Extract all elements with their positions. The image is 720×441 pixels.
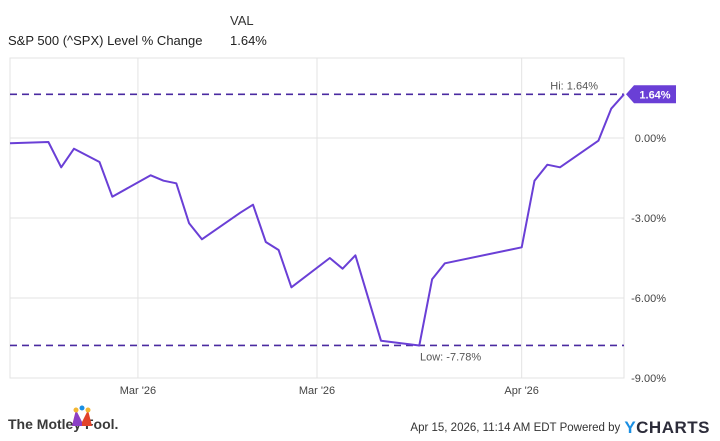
x-tick-label: Mar '26 <box>120 385 156 397</box>
legend-header: VAL <box>230 13 254 28</box>
motley-fool-logo: The Motley Fool. <box>8 416 119 432</box>
legend-series-name: S&P 500 (^SPX) Level % Change <box>8 33 203 48</box>
x-tick-label: Apr '26 <box>504 385 539 397</box>
last-value-badge <box>626 85 676 104</box>
ycharts-logo: YCHARTS <box>624 418 710 437</box>
y-tick-label: -6.00% <box>631 293 666 305</box>
y-tick-label: 0.00% <box>635 133 666 145</box>
hi-label: Hi: 1.64% <box>550 80 598 92</box>
jester-hat-icon <box>72 405 92 426</box>
legend-series-value: 1.64% <box>230 33 267 48</box>
y-tick-label: -9.00% <box>631 373 666 385</box>
x-tick-label: Mar '26 <box>299 385 335 397</box>
y-tick-label: -3.00% <box>631 213 666 225</box>
series-line <box>9 93 625 347</box>
footer-attribution: Apr 15, 2026, 11:14 AM EDT Powered by YC… <box>410 418 710 438</box>
last-value-label: 1.64% <box>639 89 670 101</box>
timestamp-text: Apr 15, 2026, 11:14 AM EDT Powered by <box>410 422 621 434</box>
low-label: Low: -7.78% <box>420 351 481 363</box>
